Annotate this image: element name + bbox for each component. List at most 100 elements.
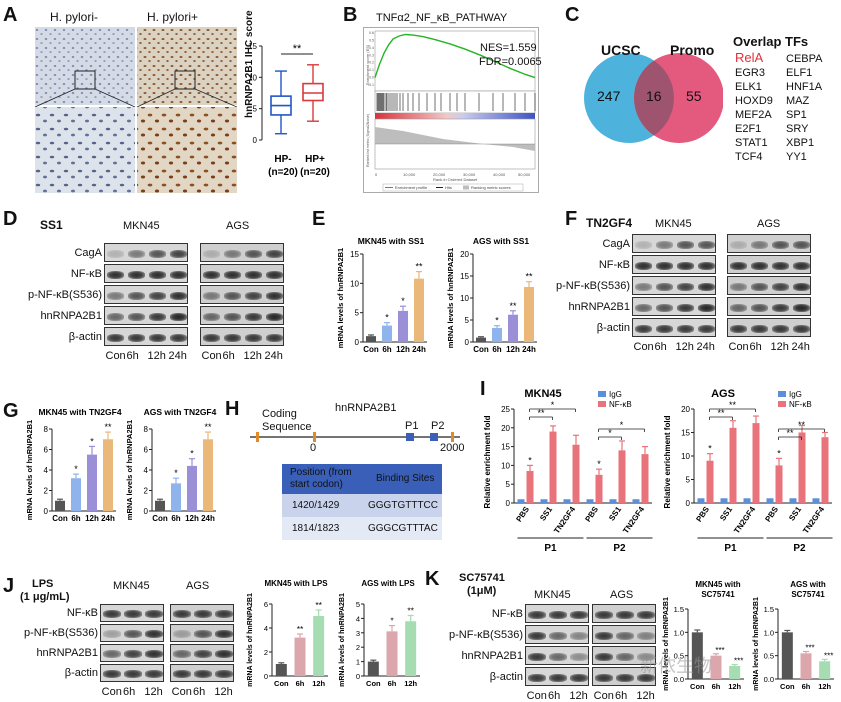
bar-sig: *: [74, 464, 78, 474]
bar-xtick: Con: [473, 345, 489, 354]
bar-xtick: 24h: [101, 514, 115, 523]
blot-strip: [525, 625, 589, 644]
blot-band: [549, 652, 567, 661]
chart-a-ytick: 10: [248, 73, 257, 82]
bar-ytick: 6: [144, 446, 149, 455]
bar-ytick: 10: [460, 294, 469, 303]
blot-lane-label: Con: [105, 350, 126, 362]
gsea-legend-2: Ranking metric scores: [471, 185, 511, 190]
bar-Con: [367, 661, 379, 676]
svg-text:0: 0: [375, 172, 378, 177]
bar-6h: [382, 325, 392, 342]
chip-title: MKN45: [524, 388, 561, 400]
chip-xtick: SS1: [718, 505, 734, 523]
blot-lane-label: Con: [101, 686, 122, 698]
bar-xtick: 6h: [712, 682, 721, 691]
venn-overlap-count: 16: [646, 88, 662, 104]
bar-ytick: 5: [356, 600, 360, 609]
chip-bar-igg: [766, 498, 774, 503]
blot-band: [194, 630, 212, 638]
chip-sig: *: [708, 444, 712, 454]
tf-list-title: Overlap TFs: [733, 34, 809, 49]
blot-row-label: NF-κB: [491, 607, 523, 620]
bar-sig: **: [407, 606, 414, 616]
chip-ytick: 0: [686, 499, 691, 508]
bar-24h: [203, 439, 213, 511]
bar-ytick: 5: [355, 309, 360, 318]
blot-lane-label: 6h: [548, 690, 561, 702]
blot-band: [223, 291, 242, 300]
blot-row-label: β-actin: [68, 330, 102, 343]
bar-xtick: 12h: [506, 345, 520, 354]
chart-a-ylabel: hnRNPA2B1 IHC score: [244, 10, 255, 118]
bar-6h: [800, 653, 812, 679]
tf-item: CEBPA: [786, 53, 823, 65]
bar-ytick: 0: [356, 672, 360, 681]
chip-bar-nfkb: [618, 450, 626, 503]
blot-band: [265, 270, 283, 279]
p1-site: [406, 433, 414, 441]
chip-bracket-sig: *: [608, 428, 612, 438]
chip-ytick: 10: [681, 452, 690, 461]
blot-row-label: p-NF-κB(S536): [24, 627, 98, 639]
chip-xtick: SS1: [607, 505, 623, 523]
chip-xtick: TN2GF4: [621, 505, 646, 536]
panel-label-h: H: [225, 398, 240, 420]
blot-band: [215, 630, 233, 638]
blot-row-label: hnRNPA2B1: [461, 649, 523, 662]
blot-band: [729, 324, 748, 333]
venn-left-count: 247: [597, 88, 621, 104]
blot-band: [265, 249, 283, 258]
bar-xtick: 24h: [201, 514, 215, 523]
blot-band: [527, 610, 546, 619]
svg-text:30,000: 30,000: [463, 172, 476, 177]
blot-band: [594, 652, 613, 661]
blot-row-label: CagA: [602, 237, 630, 250]
svg-text:IgG: IgG: [609, 390, 622, 399]
venn-right-count: 55: [686, 88, 702, 104]
tf-item: TCF4: [735, 151, 763, 163]
bar-sig: *: [495, 316, 499, 326]
bar-ytick: 15: [460, 272, 469, 281]
blot-band: [637, 631, 655, 640]
blot-band: [265, 291, 283, 300]
blot-lane-label: Con: [593, 690, 614, 702]
blot-lane-label: 12h: [147, 350, 166, 362]
blot-band: [102, 670, 121, 678]
chip-xtick: SS1: [787, 505, 803, 523]
blot-band: [145, 650, 163, 658]
chip-xtick: PBS: [694, 504, 711, 523]
blot-strip: [592, 604, 656, 623]
blot-band: [616, 673, 634, 682]
table-row-1-site: GGGCGTTTAC: [368, 523, 438, 534]
bar-Con: [155, 500, 165, 511]
blot-band: [172, 670, 191, 678]
bar-xtick: 6h: [71, 514, 80, 523]
blot-band: [145, 630, 163, 638]
blot-lane-label: 12h: [214, 686, 233, 698]
tf-item: HOXD9: [735, 95, 773, 107]
chart-e2: AGS with SS1 0 5 10 15 20 mRNA levels of hnRNP…: [446, 236, 537, 354]
tf-item: MEF2A: [735, 109, 772, 121]
blot-band: [127, 312, 146, 321]
table-row-0-position: 1420/1429: [292, 500, 340, 511]
bar-sig: *: [390, 616, 394, 626]
blot-band: [697, 324, 715, 333]
bar-xtick: Con: [780, 682, 795, 691]
blot-strip: [170, 624, 234, 642]
bar-ytick: 4: [144, 466, 149, 475]
blot-band: [655, 240, 674, 249]
chip-group-label: P1: [544, 543, 557, 554]
blot-band: [792, 303, 810, 312]
blot-band: [223, 333, 242, 342]
tf-item: XBP1: [786, 137, 815, 149]
blot-band: [676, 303, 695, 312]
chip-bar-igg: [743, 498, 751, 503]
tf-item: ELK1: [735, 81, 762, 93]
bar-ytick: 0: [144, 507, 149, 516]
blot-band: [223, 312, 242, 321]
chip-xtick: SS1: [538, 505, 554, 523]
blot-lane-label: 24h: [168, 350, 187, 362]
chip-sig: *: [777, 448, 781, 458]
blot-strip: [525, 604, 589, 623]
